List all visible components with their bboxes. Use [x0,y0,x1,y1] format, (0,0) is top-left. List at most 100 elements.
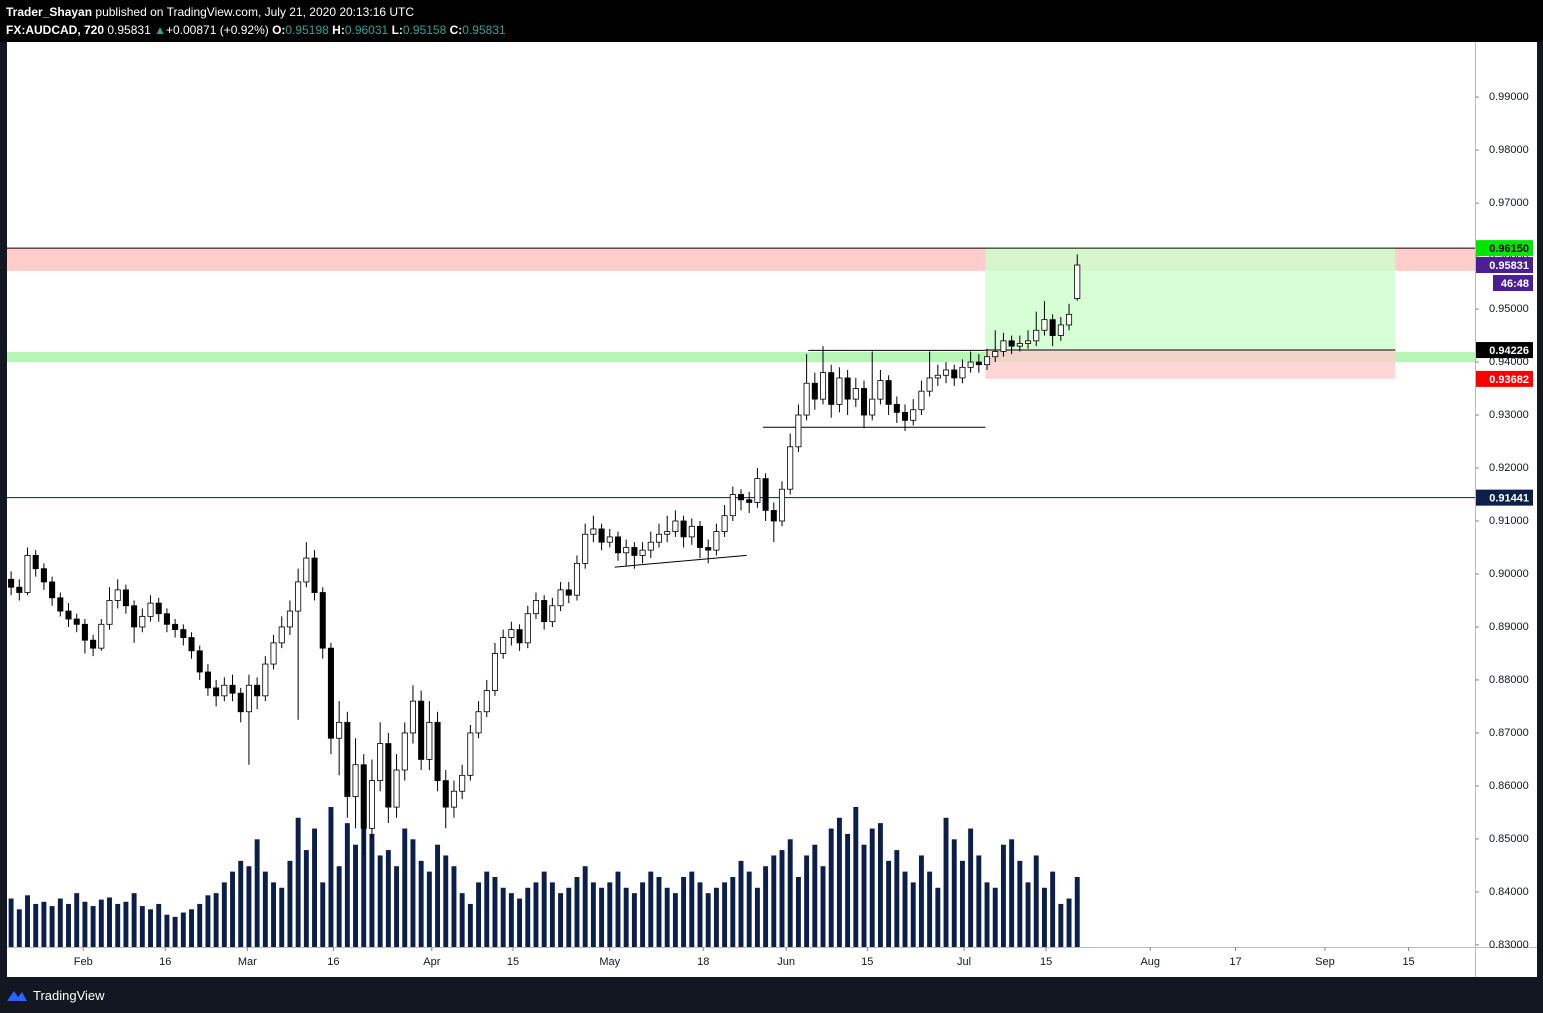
volume-bar [935,887,941,947]
volume-bar [853,807,859,947]
volume-bar [1033,855,1039,947]
volume-bar [148,909,153,947]
x-tick-label: 15 [507,956,519,968]
volume-bar [968,828,974,947]
volume-bar [139,906,145,947]
volume-bar [1009,839,1015,947]
candle-body [475,711,482,734]
candle-body [49,581,56,599]
volume-bar [394,866,400,947]
volume-bar [164,914,170,947]
volume-bar [271,882,276,947]
y-tick-label: 0.83000 [1489,939,1529,951]
candle-body [647,541,654,551]
volume-bar [672,893,678,947]
candle-body [508,629,515,638]
candle-body [959,366,966,379]
candle-body [828,372,835,405]
volume-bar [918,855,924,947]
candle-body [926,377,933,392]
candle-body [795,414,802,448]
volume-bar [459,893,465,947]
high: 0.96031 [344,23,389,37]
candle-body [40,568,47,583]
volume-bar [197,903,203,947]
volume-bar [861,844,867,947]
volume-bar [590,882,596,947]
volume-bar [681,877,687,947]
volume-bar [558,893,564,947]
trendline [614,554,747,568]
volume-bar [238,860,244,947]
candle-body [73,618,80,625]
candle-body [311,557,318,593]
candle-body [598,528,605,543]
open: 0.95198 [285,23,329,37]
volume-bar [525,887,531,947]
y-tick-label: 0.94000 [1489,356,1529,368]
l-label: L: [391,23,403,37]
y-tick-label: 0.99000 [1489,91,1529,103]
volume-bar [189,909,194,947]
volume-bar [131,893,137,947]
candle-body [245,684,252,713]
footer: TradingView [0,977,1543,1013]
candle-body [442,780,449,808]
volume-bar [1000,844,1006,947]
candle-body [1008,340,1015,347]
candle-body [106,600,113,625]
volume-bar [484,871,490,947]
candle-body [582,533,589,564]
volume-bar [336,866,342,947]
candle-body [204,671,211,689]
volume-bar [664,887,670,947]
x-tick-label: 17 [1229,956,1241,968]
candle-body [90,639,97,649]
volume-bar [533,882,539,947]
candle-body [1049,319,1056,336]
volume-bar [353,844,359,947]
candle-body [943,369,950,376]
candle-body [213,687,220,697]
volume-bar [205,895,211,947]
y-tick-label: 0.88000 [1489,674,1529,686]
volume-bar [615,871,621,947]
candle-body [1066,313,1073,326]
candle-body [303,557,310,583]
volume-bar [763,866,769,947]
volume-bar [984,882,990,947]
candle-body [631,547,638,556]
candle-body [385,743,392,808]
y-tick-label: 0.89000 [1489,621,1529,633]
volume-bar [910,882,916,947]
candle-body [516,629,523,644]
candle-body [32,555,39,570]
volume-bar [287,860,293,947]
candle-body [327,647,334,739]
candle-body [163,613,170,625]
volume-bar [312,828,318,947]
last: 0.95831 [107,23,151,37]
candle-body [1074,264,1081,299]
candle-body [229,684,236,694]
candle-body [852,388,859,400]
arrow: ▲ [154,23,166,37]
candle-body [352,764,359,797]
volume-bar [123,901,129,947]
candle-body [836,377,843,405]
candle-body [418,700,425,760]
candle-body [901,411,909,421]
volume-bar [435,844,441,947]
candle-body [746,499,753,503]
candle-body [81,623,88,641]
candle-body [1057,324,1064,336]
candle-body [680,520,687,538]
low: 0.95158 [402,23,447,37]
price-label-box [1476,489,1533,506]
published: published on TradingView.com, July 21, 2… [95,5,415,19]
volume-bar [828,828,834,947]
volume-bar [959,860,965,947]
candle-body [483,690,490,713]
candle-body [122,589,129,607]
candle-body [664,531,671,535]
